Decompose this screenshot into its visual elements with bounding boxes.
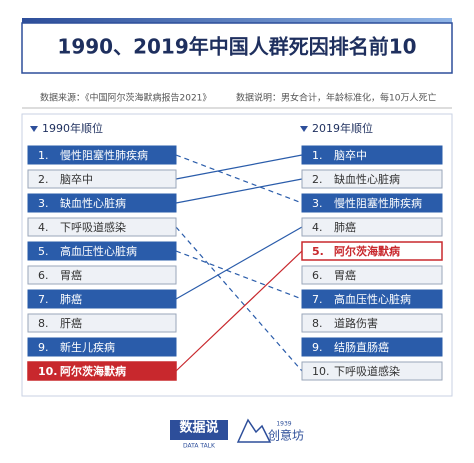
fall-link	[175, 250, 303, 300]
logo2-icon	[236, 418, 272, 443]
cause-name: 阿尔茨海默病	[60, 364, 126, 378]
cause-name: 慢性阻塞性肺疾病	[60, 148, 148, 162]
rank: 1.	[312, 149, 323, 162]
left-row	[27, 193, 177, 213]
cause-name: 肝癌	[60, 316, 82, 330]
rank: 4.	[38, 221, 49, 234]
left-row	[27, 313, 177, 333]
logo1-badge	[170, 420, 228, 440]
rows: 1. 慢性阻塞性肺疾病 2. 脑卒中 3. 缺血性心脏病 4. 下呼吸道感染 5. 高血压性心脏病…	[27, 145, 443, 381]
left-row	[27, 337, 177, 357]
rise-link	[175, 226, 303, 300]
rank: 7.	[38, 293, 49, 306]
links	[175, 154, 303, 372]
title: 1990、2019年中国人群死因排名前10	[57, 35, 416, 59]
logo2-year: 1939	[276, 421, 291, 428]
rank: 4.	[312, 221, 323, 234]
right-row	[301, 361, 443, 381]
note: 数据说明：男女合计，年龄标准化，每10万人死亡	[236, 92, 436, 104]
right-row	[301, 337, 443, 357]
right-row	[301, 289, 443, 309]
right-row	[301, 217, 443, 237]
fall-link	[175, 154, 303, 204]
cause-name: 脑卒中	[60, 172, 93, 186]
rise-link	[175, 178, 303, 204]
cause-name: 肺癌	[60, 292, 82, 306]
left-row	[27, 241, 177, 261]
cause-name: 高血压性心脏病	[334, 292, 411, 306]
rank: 7.	[312, 293, 323, 306]
title-bar	[22, 18, 452, 23]
source: 数据来源：《中国阿尔茨海默病报告2021》	[40, 92, 211, 104]
fall-link	[175, 226, 303, 372]
logo2: 创意坊	[268, 428, 304, 443]
rank: 5.	[38, 245, 49, 258]
cause-name: 新生儿疾病	[60, 340, 115, 354]
right-row	[301, 193, 443, 213]
cause-name: 慢性阻塞性肺疾病	[334, 196, 422, 210]
right-row	[301, 241, 443, 261]
right-heading: 2019年顺位	[312, 121, 373, 135]
cause-name: 下呼吸道感染	[334, 364, 400, 378]
left-row	[27, 145, 177, 165]
rank: 8.	[38, 317, 49, 330]
rank: 6.	[312, 269, 323, 282]
right-row	[301, 145, 443, 165]
left-row	[27, 169, 177, 189]
rank: 9.	[312, 341, 323, 354]
rank: 5.	[312, 245, 324, 258]
left-row	[27, 217, 177, 237]
cause-name: 胃癌	[334, 268, 356, 282]
rank: 10.	[38, 365, 58, 378]
cause-name: 缺血性心脏病	[334, 172, 400, 186]
right-row	[301, 169, 443, 189]
rank: 1.	[38, 149, 49, 162]
cause-name: 高血压性心脏病	[60, 244, 137, 258]
cause-name: 脑卒中	[334, 148, 367, 162]
left-row	[27, 265, 177, 285]
rank: 3.	[38, 197, 49, 210]
rank: 6.	[38, 269, 49, 282]
rise-link	[175, 250, 303, 372]
left-row	[27, 289, 177, 309]
cause-name: 道路伤害	[334, 316, 378, 330]
right-row	[301, 313, 443, 333]
right-arrow-icon	[300, 126, 308, 132]
rank: 2.	[312, 173, 323, 186]
left-arrow-icon	[30, 126, 38, 132]
cause-name: 阿尔茨海默病	[334, 244, 400, 258]
rank: 9.	[38, 341, 49, 354]
cause-name: 结肠直肠癌	[334, 340, 389, 354]
rank: 3.	[312, 197, 323, 210]
left-heading: 1990年顺位	[42, 121, 103, 135]
logo1-sub: DATA TALK	[183, 443, 216, 450]
cause-name: 胃癌	[60, 268, 82, 282]
cause-name: 肺癌	[334, 220, 356, 234]
cause-name: 缺血性心脏病	[60, 196, 126, 210]
logo1: 数据说	[179, 420, 218, 436]
rank: 2.	[38, 173, 49, 186]
cause-name: 下呼吸道感染	[60, 220, 126, 234]
right-row	[301, 265, 443, 285]
rank: 10.	[312, 365, 330, 378]
title-box	[21, 22, 453, 74]
left-row	[27, 361, 177, 381]
rank: 8.	[312, 317, 323, 330]
rise-link	[175, 154, 303, 180]
